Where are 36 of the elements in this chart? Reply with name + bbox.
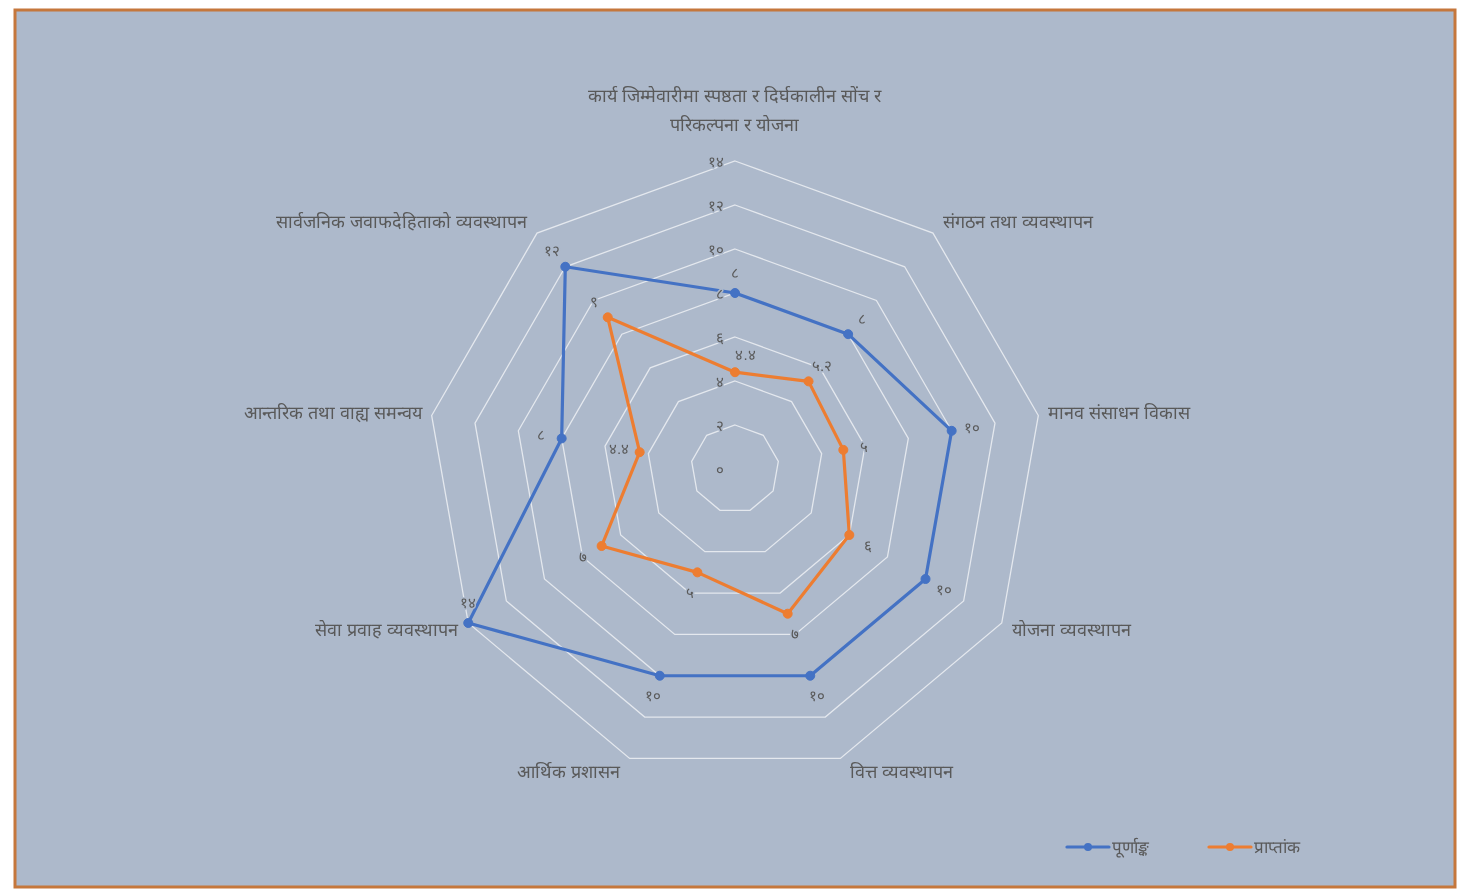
data-label: १० — [964, 418, 981, 436]
x-tick-label: सार्वजनिक जवाफदेहिताको व्यवस्थापन — [276, 212, 527, 233]
y-tick-label: १२ — [708, 196, 724, 214]
y-tick-label: ४ — [716, 372, 724, 390]
legend-label: प्राप्तांक — [1254, 837, 1300, 857]
x-tick-label: आन्तरिक तथा वाह्य समन्वय — [243, 403, 422, 424]
y-tick-label: २ — [716, 416, 724, 434]
data-label: ५.२ — [811, 356, 833, 374]
data-label: ९ — [590, 292, 599, 310]
y-tick-label: ० — [716, 460, 724, 478]
legend-label: पूर्णाङ्क — [1112, 837, 1149, 857]
data-label: ५ — [686, 583, 695, 601]
y-tick-label: १४ — [708, 152, 724, 170]
data-label: ८ — [731, 263, 739, 281]
data-label: ७ — [579, 548, 588, 565]
data-label: ५ — [860, 437, 868, 455]
data-label: ७ — [790, 624, 799, 642]
data-label: १२ — [543, 242, 560, 260]
data-label: ४.४ — [608, 440, 630, 458]
y-tick-label: १० — [708, 240, 724, 258]
x-tick-label: वित्त व्यवस्थापन — [850, 761, 954, 782]
data-label: १४ — [460, 593, 477, 611]
x-tick-label: कार्य जिम्मेवारीमा स्पष्ठता र दिर्घकालीन सोंच र परिकल्पना र योजना — [588, 86, 882, 135]
data-label: १० — [644, 686, 661, 704]
data-label: ८ — [857, 309, 866, 327]
data-label: १० — [935, 581, 952, 598]
data-label: ८ — [537, 426, 545, 444]
data-label: ६ — [863, 537, 872, 554]
data-label: १० — [809, 686, 826, 704]
x-tick-label: योजना व्यवस्थापन — [1011, 620, 1131, 640]
data-label: ४.४ — [735, 345, 756, 363]
x-tick-label: सेवा प्रवाह व्यवस्थापन — [315, 620, 459, 640]
x-tick-label: संगठन तथा व्यवस्थापन — [943, 212, 1093, 233]
y-tick-label: ६ — [716, 328, 724, 346]
x-tick-label: आर्थिक प्रशासन — [516, 761, 620, 782]
x-tick-label: मानव संसाधन विकास — [1048, 403, 1191, 424]
